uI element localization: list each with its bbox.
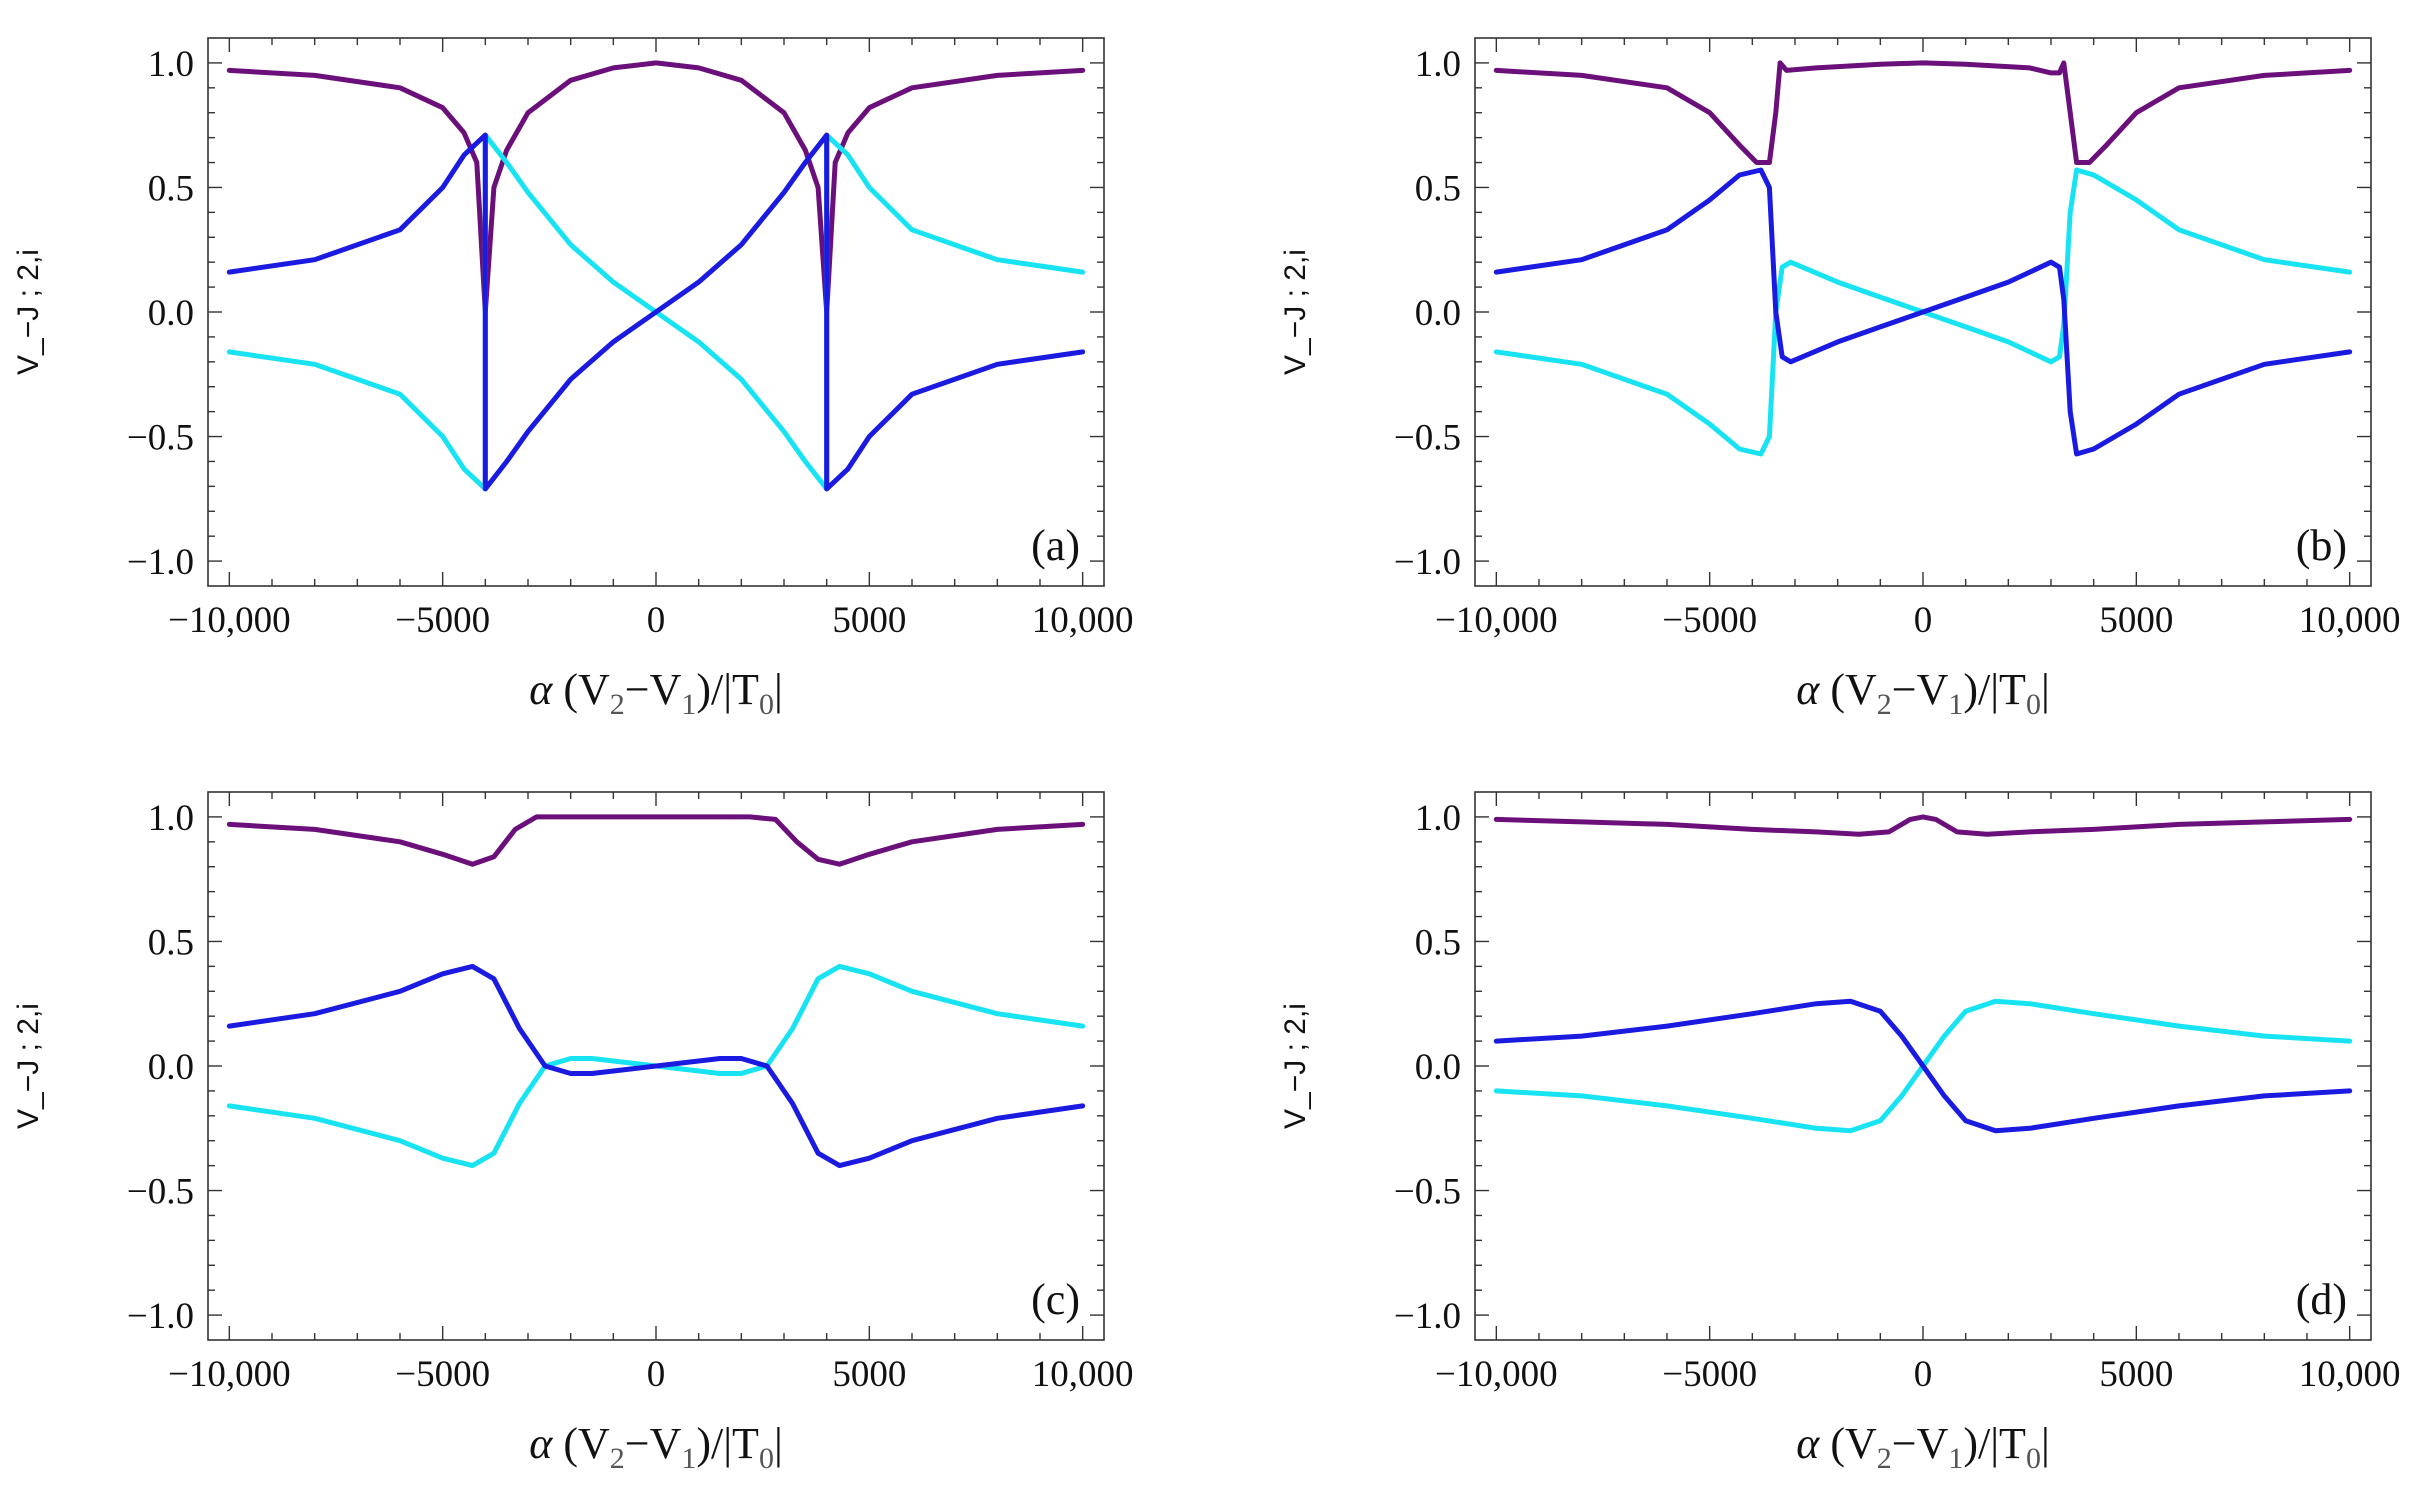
y-axis-label: V_−J ; 2,i <box>12 249 45 375</box>
y-tick-label-0p5: 0.5 <box>148 922 194 963</box>
series-line-blue <box>1493 167 2353 457</box>
y-tick-label-m0p5: −0.5 <box>127 1172 194 1213</box>
x-tick-label-10000: 10,000 <box>2299 1354 2401 1395</box>
series-line-purple <box>226 60 1086 315</box>
x-tick-label-5000: 5000 <box>2099 600 2173 641</box>
y-tick-label-1: 1.0 <box>148 44 194 85</box>
y-axis-label: V_−J ; 2,i <box>1279 1003 1312 1129</box>
y-tick-label-m1: −1.0 <box>127 1296 194 1337</box>
panel-c: −10,000 −5000 0 5000 10,000 −1.0 −0.5 0.0 0.5 1.0… <box>12 791 1134 1475</box>
y-tick-label-0: 0.0 <box>148 1047 194 1088</box>
x-tick-label-0: 0 <box>647 1354 666 1395</box>
panel-label: (c) <box>1031 1275 1080 1324</box>
y-tick-label-0p5: 0.5 <box>148 168 194 209</box>
x-tick-label-0: 0 <box>647 600 666 641</box>
x-axis-label: α (V2−V1)/|T0| <box>1796 1419 2050 1475</box>
y-tick-label-m0p5: −0.5 <box>127 418 194 459</box>
x-tick-label-m10000: −10,000 <box>168 600 291 641</box>
panel-label: (d) <box>2296 1275 2347 1324</box>
series-line-blue <box>226 132 1086 492</box>
x-tick-label-5000: 5000 <box>2099 1354 2173 1395</box>
x-tick-label-m10000: −10,000 <box>1435 600 1558 641</box>
series-line-purple <box>226 814 1086 867</box>
x-tick-label-10000: 10,000 <box>1032 600 1134 641</box>
series-line-purple <box>1493 814 2353 837</box>
y-tick-label-1: 1.0 <box>1415 798 1461 839</box>
y-tick-label-0: 0.0 <box>1415 1047 1461 1088</box>
series-line-blue <box>1493 998 2353 1134</box>
y-tick-label-1: 1.0 <box>148 798 194 839</box>
panel-label: (a) <box>1031 521 1080 570</box>
y-tick-label-0: 0.0 <box>148 293 194 334</box>
y-tick-label-m1: −1.0 <box>1394 542 1461 583</box>
x-tick-label-m5000: −5000 <box>1662 600 1757 641</box>
panel-d: −10,000 −5000 0 5000 10,000 −1.0 −0.5 0.0 0.5 1.0… <box>1279 791 2401 1475</box>
x-tick-label-10000: 10,000 <box>1032 1354 1134 1395</box>
x-tick-label-m10000: −10,000 <box>168 1354 291 1395</box>
y-tick-label-0: 0.0 <box>1415 293 1461 334</box>
y-tick-label-m0p5: −0.5 <box>1394 1172 1461 1213</box>
x-tick-label-5000: 5000 <box>832 1354 906 1395</box>
panel-label: (b) <box>2296 521 2347 570</box>
series-line-purple <box>1493 60 2353 165</box>
x-tick-label-0: 0 <box>1914 1354 1933 1395</box>
panel-b: −10,000 −5000 0 5000 10,000 −1.0 −0.5 0.0 0.5 1.0… <box>1279 37 2401 721</box>
x-axis-label: α (V2−V1)/|T0| <box>529 1419 783 1475</box>
y-axis-label: V_−J ; 2,i <box>1279 249 1312 375</box>
y-tick-label-1: 1.0 <box>1415 44 1461 85</box>
x-tick-label-0: 0 <box>1914 600 1933 641</box>
y-axis-label: V_−J ; 2,i <box>12 1003 45 1129</box>
x-tick-label-10000: 10,000 <box>2299 600 2401 641</box>
x-axis-label: α (V2−V1)/|T0| <box>529 665 783 721</box>
y-tick-label-0p5: 0.5 <box>1415 922 1461 963</box>
x-tick-label-5000: 5000 <box>832 600 906 641</box>
x-tick-label-m5000: −5000 <box>395 600 490 641</box>
panel-a: −10,000 −5000 0 5000 10,000 −1.0 −0.5 0.0 0.5 1.0… <box>12 37 1134 721</box>
y-tick-label-0p5: 0.5 <box>1415 168 1461 209</box>
x-tick-label-m5000: −5000 <box>1662 1354 1757 1395</box>
x-axis-label: α (V2−V1)/|T0| <box>1796 665 2050 721</box>
x-tick-label-m10000: −10,000 <box>1435 1354 1558 1395</box>
y-tick-label-m1: −1.0 <box>127 542 194 583</box>
y-tick-label-m1: −1.0 <box>1394 1296 1461 1337</box>
x-tick-label-m5000: −5000 <box>395 1354 490 1395</box>
y-tick-label-m0p5: −0.5 <box>1394 418 1461 459</box>
series-line-blue <box>226 963 1086 1169</box>
